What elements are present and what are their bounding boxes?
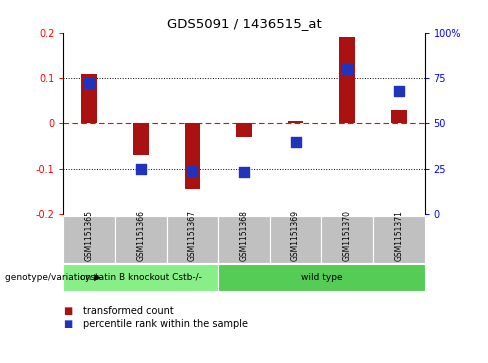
Text: GSM1151369: GSM1151369	[291, 211, 300, 261]
Point	[85, 81, 93, 86]
Point	[343, 66, 351, 72]
Text: percentile rank within the sample: percentile rank within the sample	[83, 319, 248, 329]
Bar	[288, 121, 304, 123]
Text: GSM1151368: GSM1151368	[240, 211, 248, 261]
Title: GDS5091 / 1436515_at: GDS5091 / 1436515_at	[166, 17, 322, 30]
Point	[292, 139, 300, 144]
Text: genotype/variation ▶: genotype/variation ▶	[5, 273, 101, 282]
Point	[240, 170, 248, 175]
Bar	[340, 37, 355, 123]
Text: GSM1151367: GSM1151367	[188, 211, 197, 261]
Text: ■: ■	[63, 319, 73, 329]
Text: GSM1151371: GSM1151371	[394, 211, 403, 261]
Bar	[236, 123, 252, 137]
Bar	[391, 110, 407, 123]
Point	[188, 168, 196, 174]
Text: transformed count: transformed count	[83, 306, 174, 317]
Point	[137, 166, 145, 172]
Bar	[184, 123, 200, 189]
Text: GSM1151370: GSM1151370	[343, 211, 352, 261]
Point	[395, 88, 403, 94]
Text: wild type: wild type	[301, 273, 342, 282]
Text: GSM1151366: GSM1151366	[136, 211, 145, 261]
Bar	[81, 73, 97, 123]
Text: cystatin B knockout Cstb-/-: cystatin B knockout Cstb-/-	[80, 273, 202, 282]
Bar	[133, 123, 148, 155]
Text: GSM1151365: GSM1151365	[85, 211, 94, 261]
Text: ■: ■	[63, 306, 73, 317]
